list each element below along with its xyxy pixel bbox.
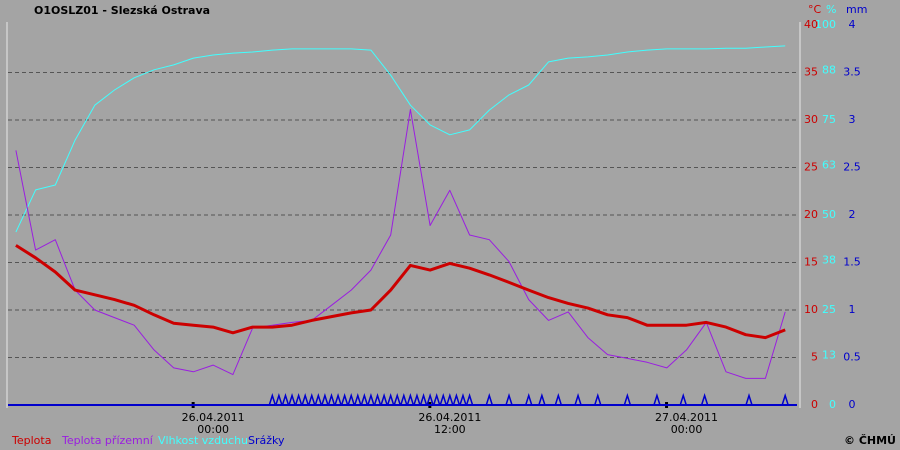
y-tick-label: 10 [804,303,818,316]
y2-tick-label: 100 [815,18,836,31]
legend-entry: Srážky [248,434,285,447]
y3-unit: mm [846,3,867,16]
x-tick-label: 26.04.2011 00:00 [182,411,245,436]
precip-spike [446,393,454,406]
precip-spike [308,393,316,406]
precip-spike [268,393,277,406]
precip-spike [574,393,582,406]
y2-tick-label: 63 [822,159,836,172]
precip-spike [321,393,329,406]
y3-tick-label: 2 [849,208,856,221]
y-tick-label: 40 [804,18,818,31]
y3-tick-label: 2.5 [843,161,861,174]
legend-entry: Vlhkost vzduchu [158,434,248,447]
y2-tick-label: 88 [822,64,836,77]
y2-unit: % [826,3,836,16]
precip-spike [554,393,563,406]
precip-spike [700,393,709,406]
x-tick-label-line: 27.04.2011 [655,411,718,424]
precip-spike [373,393,382,406]
series-line [15,45,786,233]
precip-spike [275,393,283,406]
precip-spike [413,393,421,406]
x-tick-label-line: 26.04.2011 [418,411,481,424]
precip-spike [653,393,661,406]
y-tick-label: 0 [811,398,818,411]
y2-tick-label: 25 [822,303,836,316]
precip-spike [354,393,362,406]
y-tick-label: 35 [804,66,818,79]
y2-tick-label: 13 [822,349,836,362]
y-tick-label: 5 [811,351,818,364]
precip-spike [465,393,474,406]
precip-spike [452,393,461,406]
y-tick-label: 30 [804,113,818,126]
precip-spike [393,393,401,406]
precip-spike [314,393,323,406]
y3-tick-label: 4 [849,18,856,31]
precip-spike [781,393,789,406]
precip-spike [505,393,513,406]
precip-spike [334,393,342,406]
legend-entry: Teplota přízemní [61,434,154,447]
y2-tick-label: 50 [822,208,836,221]
y-unit: °C [808,3,822,16]
precip-spike [419,393,428,406]
y3-tick-label: 1.5 [843,256,861,269]
precip-spike [360,393,369,406]
precip-spike [745,393,753,406]
series-line [15,109,786,379]
precip-spike [367,393,375,406]
y-tick-label: 20 [804,208,818,221]
precip-spike [525,393,533,406]
precip-spike [340,393,349,406]
x-tick-label: 26.04.2011 12:00 [418,411,481,436]
precip-spike [288,393,296,406]
precip-spike [380,393,388,406]
precip-spike [327,393,336,406]
legend-entry: Teplota [11,434,51,447]
y3-tick-label: 3 [849,113,856,126]
y2-tick-label: 0 [829,398,836,411]
precip-spike [386,393,395,406]
x-tick-label: 27.04.2011 00:00 [655,411,718,436]
credit: © ČHMÚ [844,434,896,447]
precip-spike [459,393,467,406]
precip-spike [294,393,303,406]
y3-tick-label: 1 [849,303,856,316]
x-tick-label-line: 26.04.2011 [182,411,245,424]
precip-spike [623,393,632,406]
precip-spike [594,393,602,406]
precip-spike [538,393,546,406]
y-tick-label: 25 [804,161,818,174]
precip-spike [406,393,415,406]
y2-tick-label: 75 [822,113,836,126]
y3-tick-label: 0.5 [843,351,861,364]
precip-spike [439,393,447,406]
x-tick-label-line: 00:00 [197,423,229,436]
y3-tick-label: 3.5 [843,66,861,79]
precip-spike [485,393,494,406]
x-tick-label-line: 12:00 [434,423,466,436]
chart-title: O1OSLZ01 - Slezská Ostrava [34,4,210,17]
y3-tick-label: 0 [849,398,856,411]
y2-tick-label: 38 [822,254,836,267]
y-tick-label: 15 [804,256,818,269]
series-line [15,244,786,340]
precip-spike [432,393,441,406]
precip-spike [400,393,408,406]
precip-spike [301,393,309,406]
precip-spike [347,393,355,406]
precip-spike [679,393,687,406]
precip-spike [426,393,434,406]
x-tick-label-line: 00:00 [671,423,703,436]
precip-spike [281,393,290,406]
